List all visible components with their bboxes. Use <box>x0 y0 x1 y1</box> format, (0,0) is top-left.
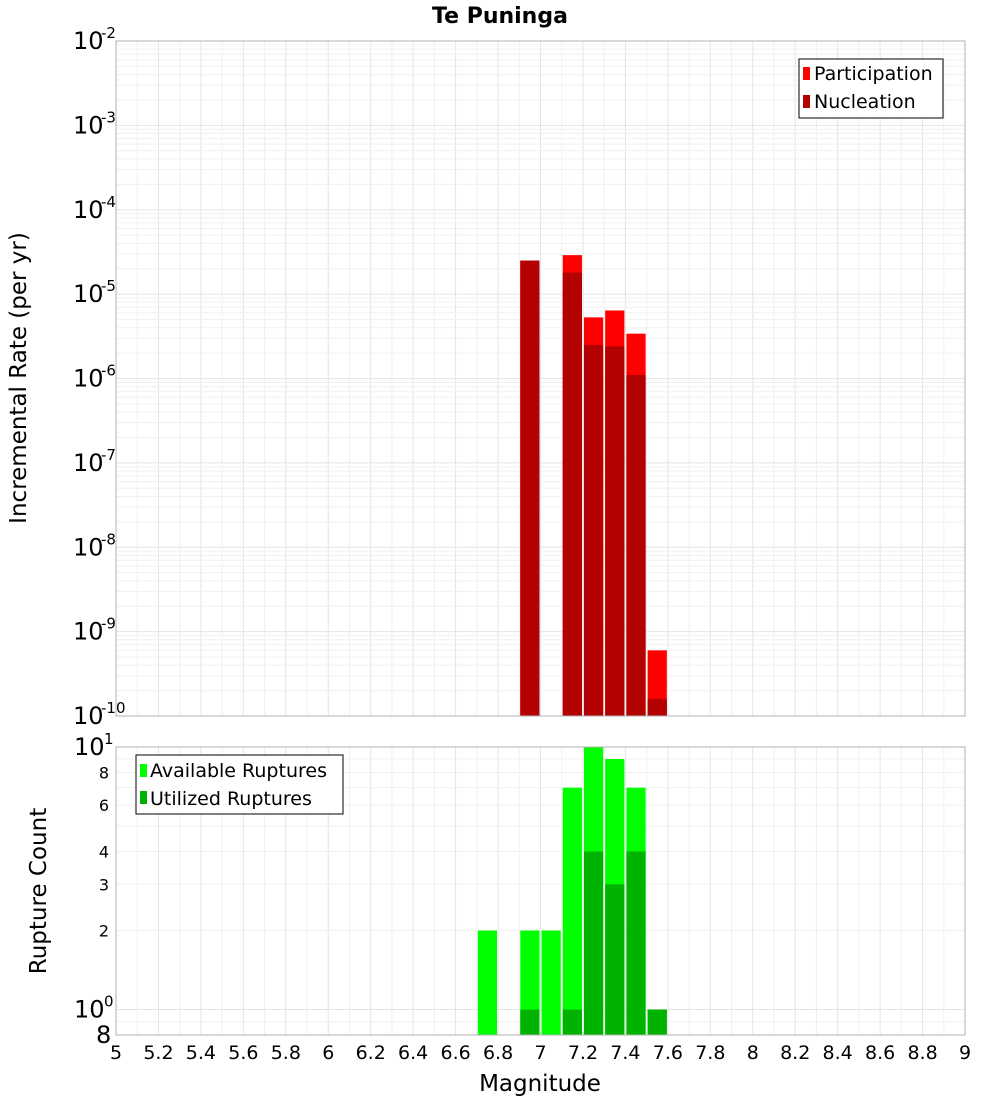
x-tick-label: 7.6 <box>653 1042 683 1064</box>
bottom-y-tick-label: 2 <box>99 922 109 941</box>
bottom-y-axis-label: Rupture Count <box>26 808 52 974</box>
bottom-bar-utilized-ruptures <box>520 1009 540 1035</box>
legend-swatch-available-ruptures <box>140 764 147 777</box>
bottom-bar-utilized-ruptures <box>583 851 604 1035</box>
top-legend-box <box>798 58 944 119</box>
bottom-bar-utilized-ruptures <box>605 884 625 1035</box>
x-tick-label: 5.8 <box>271 1042 301 1064</box>
x-tick-label: 6.4 <box>398 1042 428 1064</box>
bottom-bar-available-ruptures <box>520 930 540 1035</box>
legend-swatch-nucleation <box>803 95 810 108</box>
bottom-plot-frame <box>115 746 966 1036</box>
x-tick-label: 6.8 <box>483 1042 513 1064</box>
top-bar-nucleation <box>647 698 667 716</box>
x-tick-label: 5.4 <box>186 1042 216 1064</box>
top-legend: Participation Nucleation <box>798 58 944 119</box>
x-tick-label: 8.2 <box>780 1042 810 1064</box>
top-y-tick-label: 10 <box>73 702 104 730</box>
top-y-axis-label: Incremental Rate (per yr) <box>6 232 32 524</box>
bottom-bar-available-ruptures <box>541 930 561 1035</box>
x-tick-label: 7.8 <box>695 1042 725 1064</box>
top-bar-nucleation <box>520 260 540 716</box>
legend-swatch-utilized-ruptures <box>140 791 147 804</box>
bottom-bar-utilized-ruptures <box>562 1009 582 1035</box>
bottom-y-tick-label: 3 <box>99 875 109 894</box>
top-bar-nucleation <box>626 375 646 716</box>
top-y-tick-label: 10 <box>73 365 104 393</box>
x-tick-label: 7 <box>534 1042 546 1064</box>
x-tick-label: 8.6 <box>865 1042 895 1064</box>
x-tick-label: 8 <box>747 1042 759 1064</box>
x-axis-label: Magnitude <box>479 1071 601 1097</box>
x-tick-label: 5.6 <box>228 1042 258 1064</box>
legend-label-available-ruptures: Available Ruptures <box>150 760 327 782</box>
bottom-plot-bars <box>477 747 667 1035</box>
top-bar-nucleation <box>605 346 625 716</box>
x-tick-label: 6.6 <box>440 1042 470 1064</box>
bottom-y-tick-exponent: 1 <box>104 730 114 748</box>
bottom-legend-box <box>135 754 344 815</box>
top-y-tick-label: 10 <box>73 618 104 646</box>
top-y-tick-exponent: -10 <box>101 699 126 717</box>
top-y-tick-exponent: -6 <box>101 362 116 380</box>
bottom-bar-utilized-ruptures <box>647 1009 667 1035</box>
bottom-y-tick-label: 8 <box>96 1021 111 1049</box>
legend-swatch-participation <box>803 67 810 80</box>
bottom-y-tick-label: 8 <box>99 763 109 782</box>
top-y-tick-exponent: -4 <box>101 193 116 211</box>
top-plot-gridlines <box>115 41 966 717</box>
top-y-tick-label: 10 <box>73 533 104 561</box>
bottom-bar-utilized-ruptures <box>626 851 646 1035</box>
top-y-tick-label: 10 <box>73 449 104 477</box>
top-y-tick-label: 10 <box>73 27 104 55</box>
chart-title: Te Puninga <box>432 4 568 29</box>
bottom-bar-available-ruptures <box>562 787 582 1035</box>
bottom-y-tick-label: 6 <box>99 796 109 815</box>
top-bar-nucleation <box>583 344 604 716</box>
x-tick-label: 6 <box>322 1042 334 1064</box>
x-tick-label: 6.2 <box>356 1042 386 1064</box>
legend-label-utilized-ruptures: Utilized Ruptures <box>150 788 312 810</box>
top-y-tick-exponent: -8 <box>101 530 116 548</box>
bottom-bar-available-ruptures <box>477 930 498 1035</box>
top-bar-nucleation <box>562 272 582 716</box>
bottom-legend: Available Ruptures Utilized Ruptures <box>135 754 344 815</box>
legend-label-participation: Participation <box>814 63 933 85</box>
top-plot-frame <box>115 40 966 717</box>
bottom-y-tick-label: 4 <box>99 842 109 861</box>
bottom-y-tick-label: 10 <box>74 996 105 1024</box>
x-axis-ticks: 5 5.2 5.4 5.6 5.8 6 6.2 6.4 6.6 6.8 7 7.2 7.4 7.6 7.8 8… <box>110 1042 971 1064</box>
top-plot-y-ticks: 10-210-310-410-510-610-710-810-910-10 <box>73 24 126 730</box>
legend-label-nucleation: Nucleation <box>814 91 916 113</box>
top-plot-bars <box>520 255 667 716</box>
top-y-tick-label: 10 <box>73 280 104 308</box>
top-y-tick-exponent: -9 <box>101 615 116 633</box>
x-tick-label: 5 <box>110 1042 122 1064</box>
x-tick-label: 9 <box>959 1042 971 1064</box>
top-y-tick-label: 10 <box>73 111 104 139</box>
top-y-tick-exponent: -3 <box>101 108 116 126</box>
bottom-y-tick-label: 10 <box>74 733 105 761</box>
x-tick-label: 7.4 <box>610 1042 640 1064</box>
top-y-tick-exponent: -7 <box>101 446 116 464</box>
x-tick-label: 8.4 <box>823 1042 853 1064</box>
top-y-tick-label: 10 <box>73 196 104 224</box>
x-tick-label: 8.8 <box>907 1042 937 1064</box>
x-tick-label: 7.2 <box>568 1042 598 1064</box>
x-tick-label: 5.2 <box>143 1042 173 1064</box>
top-y-tick-exponent: -5 <box>101 277 116 295</box>
top-y-tick-exponent: -2 <box>101 24 116 42</box>
bottom-y-tick-exponent: 0 <box>104 993 114 1011</box>
